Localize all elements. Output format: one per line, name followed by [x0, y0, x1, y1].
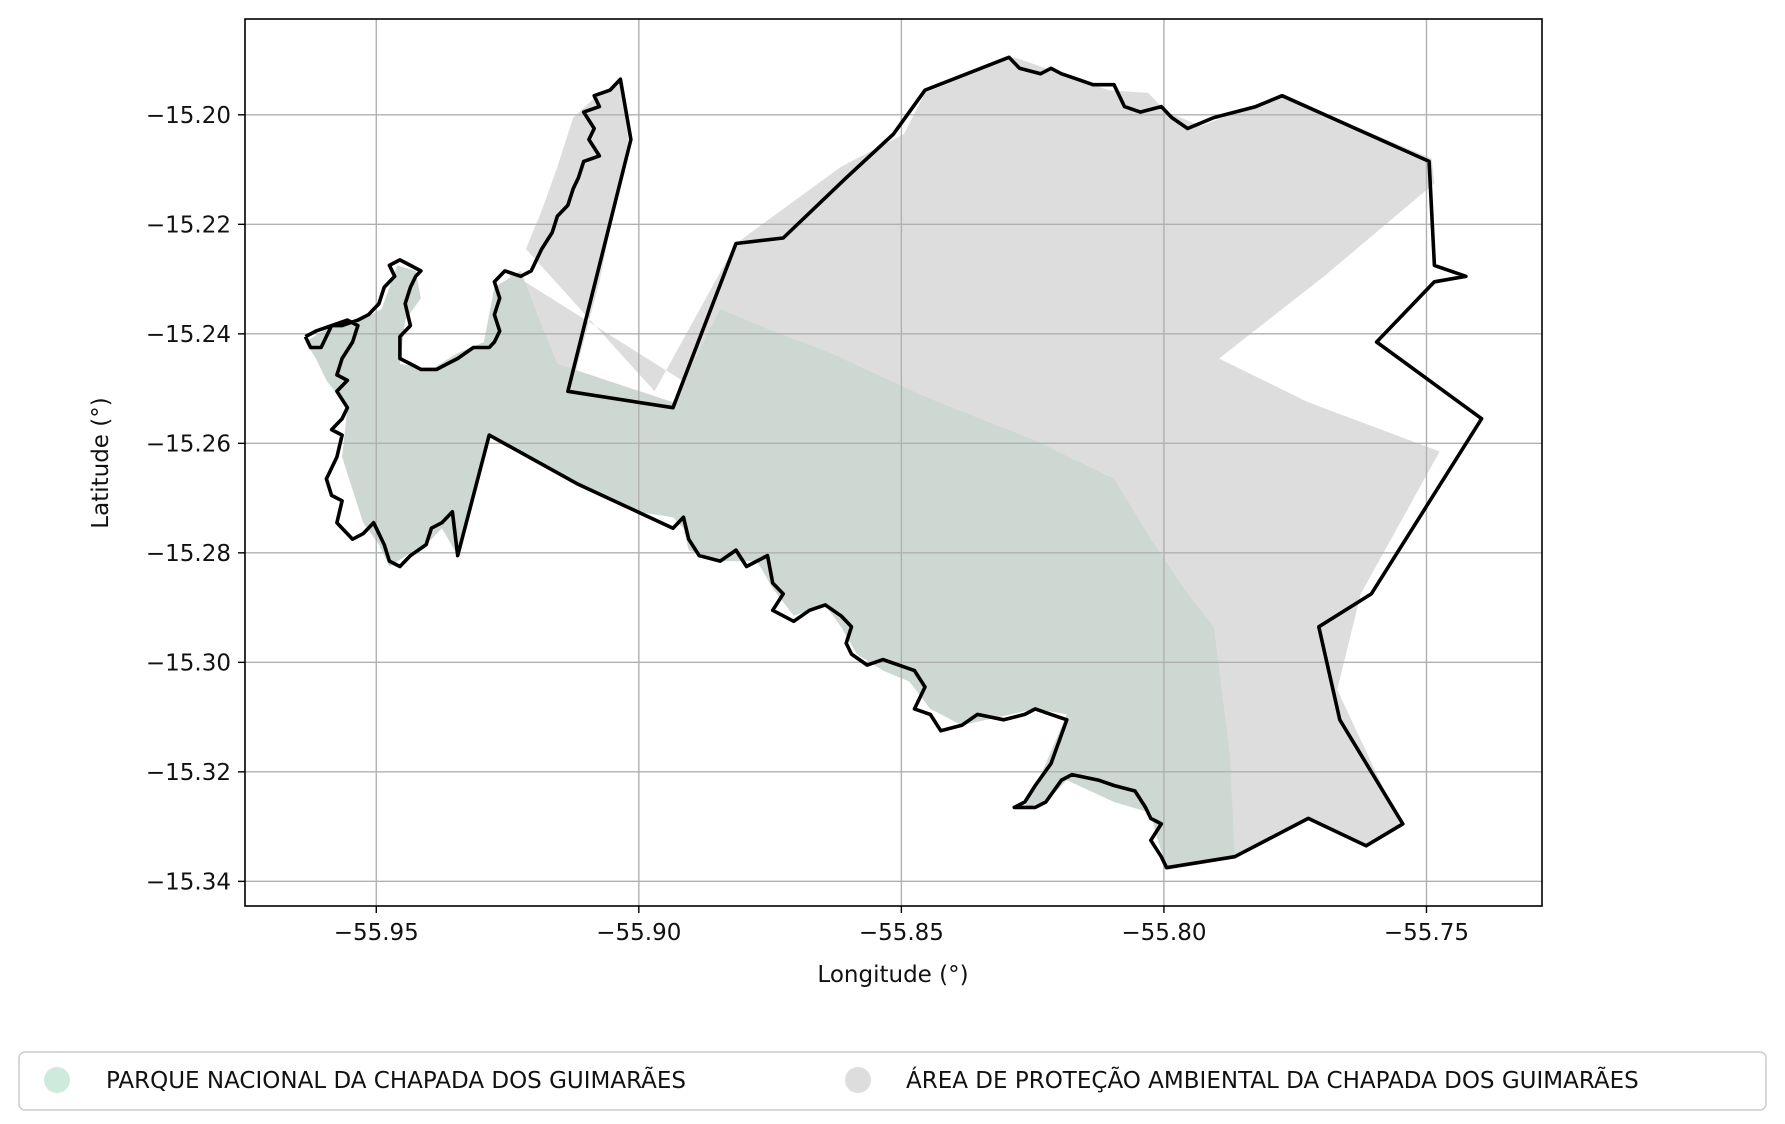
y-axis: −15.20 −15.22 −15.24 −15.26 −15.28 −15.30 −15.…	[146, 103, 245, 895]
grid-lines	[245, 19, 1542, 906]
x-tick-label: −55.90	[596, 920, 681, 946]
y-tick-label: −15.34	[146, 869, 231, 895]
y-tick-label: −15.28	[146, 541, 231, 567]
x-tick-label: −55.80	[1121, 920, 1206, 946]
boundary-outline	[303, 55, 1484, 870]
legend-label-parque: PARQUE NACIONAL DA CHAPADA DOS GUIMARÃES	[106, 1066, 686, 1094]
y-tick-label: −15.32	[146, 760, 231, 786]
y-tick-label: −15.26	[146, 431, 231, 457]
plot-frame	[244, 18, 1543, 907]
y-tick-label: −15.20	[146, 103, 231, 129]
y-tick-label: −15.24	[146, 322, 231, 348]
legend-frame	[18, 1051, 1767, 1111]
legend-swatch-parque	[44, 1067, 70, 1093]
x-tick-label: −55.85	[859, 920, 944, 946]
plot-area	[245, 19, 1542, 906]
x-tick-label: −55.95	[334, 920, 419, 946]
y-axis-label: Latitude (°)	[88, 397, 114, 528]
y-tick-label: −15.22	[146, 212, 231, 238]
legend-swatch-apa	[845, 1067, 871, 1093]
x-axis: −55.95 −55.90 −55.85 −55.80 −55.75	[334, 906, 1469, 946]
x-tick-label: −55.75	[1384, 920, 1469, 946]
legend-label-apa: ÁREA DE PROTEÇÃO AMBIENTAL DA CHAPADA DO…	[906, 1066, 1639, 1094]
legend: PARQUE NACIONAL DA CHAPADA DOS GUIMARÃES…	[18, 1051, 1767, 1111]
y-tick-label: −15.30	[146, 650, 231, 676]
x-axis-label: Longitude (°)	[817, 962, 968, 988]
